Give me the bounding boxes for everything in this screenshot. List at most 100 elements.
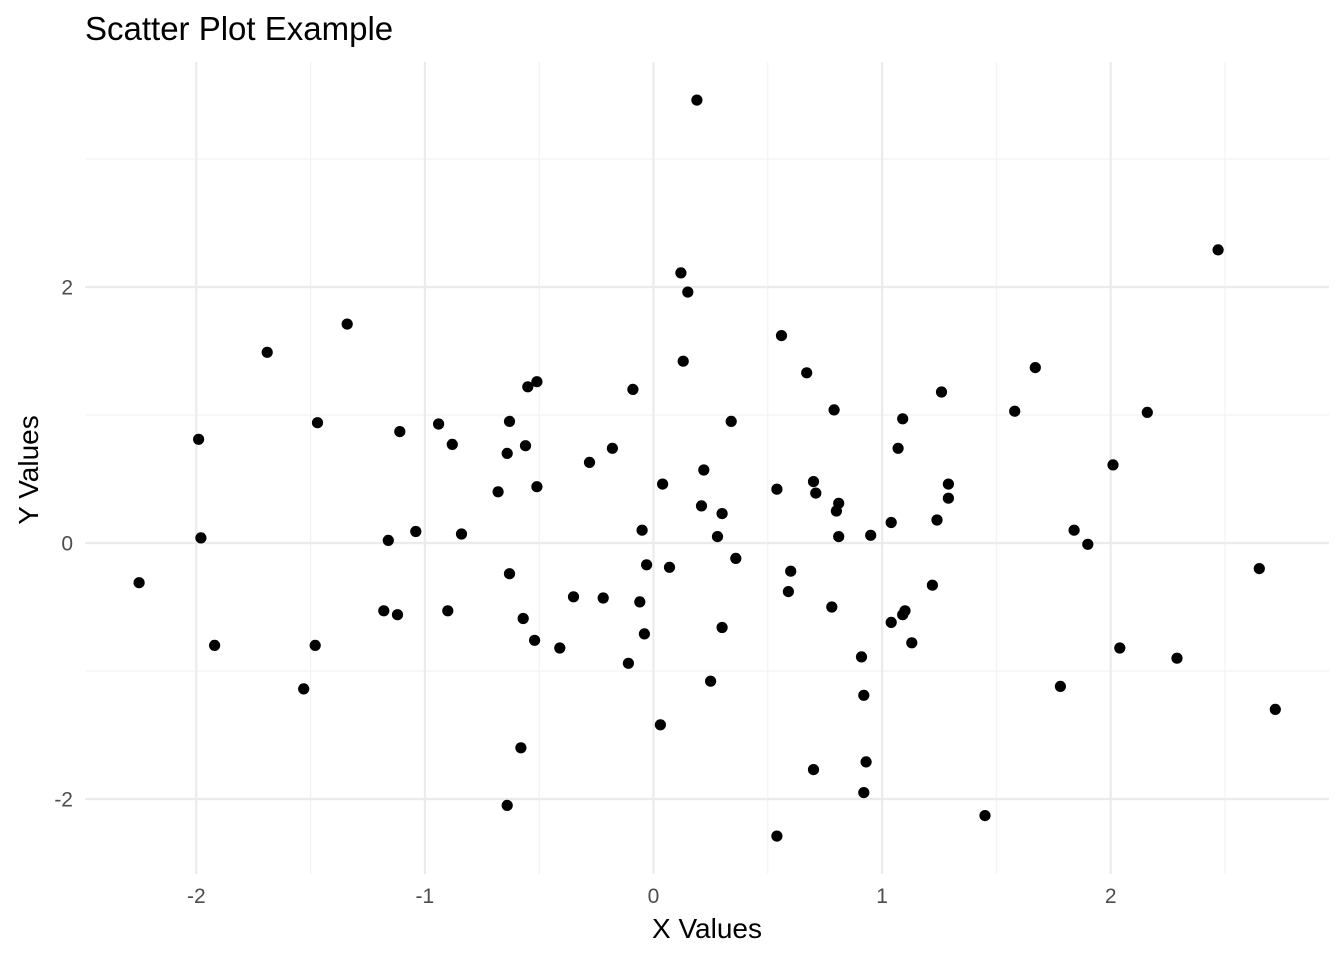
scatter-point [517, 612, 529, 625]
scatter-point [622, 657, 635, 669]
scatter-point [567, 591, 580, 603]
scatter-point [810, 487, 822, 499]
scatter-point [391, 609, 404, 621]
scatter-point [705, 675, 717, 687]
scatter-point [583, 456, 596, 468]
scatter-point [675, 267, 687, 279]
scatter-point [865, 529, 877, 541]
scatter-point [855, 651, 868, 663]
scatter-point [935, 386, 948, 398]
scatter-point [657, 478, 669, 490]
scatter-point [636, 524, 648, 536]
scatter-point [926, 579, 939, 591]
scatter-point [807, 764, 820, 776]
scatter-point [858, 787, 870, 799]
scatter-point [771, 830, 783, 842]
scatter-point [341, 318, 353, 330]
x-tick-label: -1 [416, 885, 435, 908]
y-tick-label: 0 [61, 533, 73, 556]
scatter-point [1212, 244, 1224, 256]
scatter-point [716, 621, 728, 634]
scatter-point [1068, 524, 1080, 536]
minor-gridlines [85, 62, 1329, 874]
scatter-point [695, 500, 708, 512]
scatter-point [682, 286, 694, 298]
y-tick-label: 2 [61, 277, 73, 300]
scatter-point [691, 94, 703, 106]
scatter-point [1269, 703, 1281, 716]
scatter-point [378, 605, 390, 617]
x-axis-label: X Values [652, 913, 762, 944]
scatter-point [309, 639, 321, 652]
scatter-point [1253, 563, 1265, 575]
x-tick-label: -2 [187, 885, 206, 908]
scatter-point [442, 605, 454, 617]
scatter-point [711, 531, 724, 543]
scatter-point [554, 642, 566, 654]
scatter-point [906, 637, 918, 649]
scatter-point [597, 592, 609, 604]
scatter-point [311, 417, 324, 429]
x-tick-label: 2 [1105, 885, 1117, 908]
scatter-point [833, 531, 845, 543]
scatter-point [931, 514, 943, 526]
y-axis-label: Y Values [13, 415, 44, 524]
chart-title: Scatter Plot Example [85, 10, 393, 47]
scatter-point [503, 568, 516, 580]
x-tick-label: 1 [876, 885, 888, 908]
scatter-point [897, 413, 909, 425]
scatter-point [828, 404, 840, 416]
scatter-point [531, 376, 543, 388]
scatter-point [698, 464, 710, 476]
scatter-point [897, 609, 909, 621]
scatter-point [503, 415, 516, 427]
scatter-point [606, 442, 619, 454]
y-tick-label: -2 [54, 789, 73, 812]
scatter-point [654, 719, 667, 731]
scatter-point [826, 601, 838, 613]
scatter-point [394, 426, 406, 438]
scatter-point [446, 438, 458, 450]
scatter-point [501, 447, 513, 459]
scatter-point [133, 577, 145, 589]
scatter-point [433, 418, 445, 430]
scatter-point [979, 810, 991, 822]
scatter-point [807, 476, 820, 488]
scatter-point [501, 799, 513, 812]
scatter-point [725, 415, 737, 427]
scatter-point [641, 559, 653, 571]
y-axis-ticks: -2 0 2 [54, 277, 73, 812]
scatter-point [858, 689, 870, 701]
scatter-point [492, 486, 504, 498]
scatter-point [885, 616, 897, 629]
scatter-point [261, 346, 273, 358]
scatter-point [1082, 538, 1094, 550]
scatter-point [627, 383, 639, 395]
scatter-point [638, 628, 651, 640]
data-points [133, 94, 1281, 842]
scatter-point [410, 525, 422, 538]
scatter-point [1114, 642, 1126, 654]
scatter-point [519, 440, 532, 452]
scatter-point [775, 330, 788, 342]
scatter-point [1171, 652, 1183, 664]
scatter-point [522, 381, 534, 393]
scatter-point [801, 367, 813, 379]
scatter-point [1141, 406, 1153, 418]
scatter-point [677, 355, 689, 367]
scatter-point [782, 586, 795, 598]
x-tick-label: 0 [648, 885, 660, 908]
scatter-point [830, 505, 843, 517]
scatter-point [195, 532, 207, 544]
scatter-point [515, 742, 527, 754]
scatter-point [892, 442, 904, 454]
scatter-point [634, 596, 646, 608]
scatter-point [209, 639, 221, 652]
scatter-point [716, 507, 728, 520]
scatter-point [1107, 459, 1119, 471]
scatter-point [942, 478, 955, 490]
scatter-point [1009, 405, 1021, 417]
scatter-point [382, 534, 394, 547]
scatter-point [885, 516, 897, 529]
